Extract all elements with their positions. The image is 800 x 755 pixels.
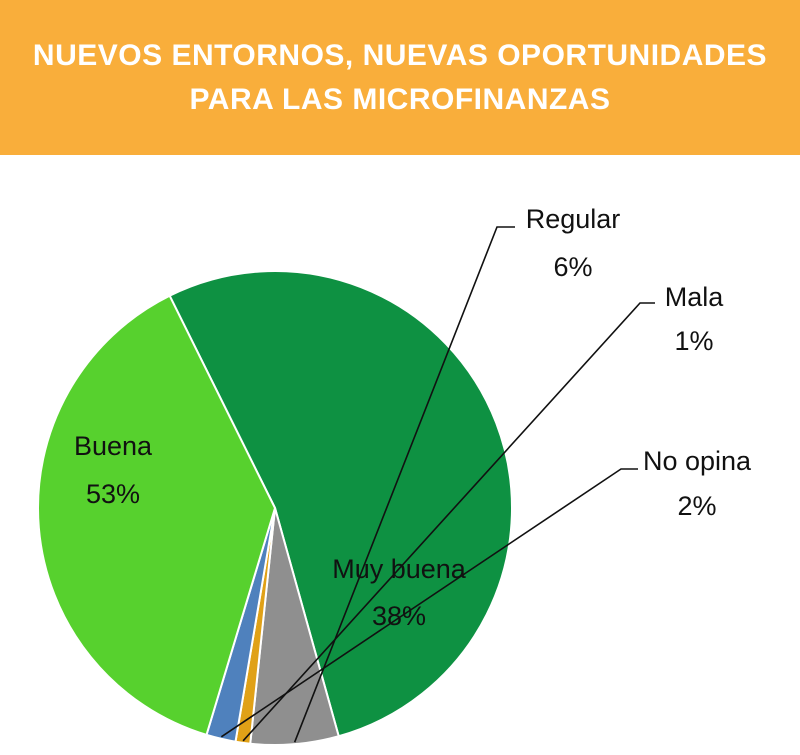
title-line-2: PARA LAS MICROFINANZAS — [189, 82, 611, 116]
pie-slice-muy-buena — [37, 294, 277, 737]
slice-labels: Buena 53% Regular 6% Mala 1% No opina 2% Muy bue… — [74, 204, 752, 631]
slice-label-buena: Buena — [74, 431, 153, 461]
slice-value-mala: 1% — [674, 326, 713, 356]
slice-label-regular: Regular — [526, 204, 621, 234]
title-banner: NUEVOS ENTORNOS, NUEVAS OPORTUNIDADES PA… — [0, 0, 800, 155]
leader-line-no-opina — [220, 468, 638, 738]
slice-label-no-opina: No opina — [643, 446, 752, 476]
leader-line-mala — [242, 302, 655, 742]
slice-value-no-opina: 2% — [677, 491, 716, 521]
title-line-1: NUEVOS ENTORNOS, NUEVAS OPORTUNIDADES — [32, 38, 768, 72]
slice-value-muy-buena: 38% — [372, 601, 426, 631]
slice-label-muy-buena: Muy buena — [332, 554, 467, 584]
leader-lines — [220, 226, 655, 743]
slice-value-regular: 6% — [553, 252, 592, 282]
slice-value-buena: 53% — [86, 479, 140, 509]
slice-label-mala: Mala — [665, 282, 725, 312]
pie-slice-buena — [168, 270, 513, 738]
leader-line-regular — [293, 226, 515, 743]
